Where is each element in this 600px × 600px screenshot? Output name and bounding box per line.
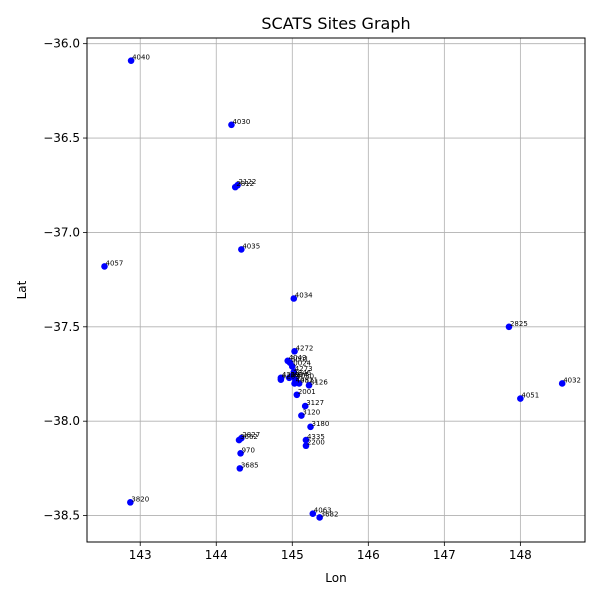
site-label: 4272 (296, 344, 314, 352)
site-label: 4057 (105, 259, 123, 267)
site-point (295, 380, 303, 387)
site-point (316, 514, 323, 521)
site-label: 4030 (232, 118, 250, 126)
site-label: 4051 (521, 392, 539, 400)
site-label: 4043 (289, 354, 307, 362)
site-label: 4051 (296, 376, 314, 384)
site-point (302, 436, 310, 444)
site-point (301, 402, 309, 410)
y-axis-label: Lat (15, 280, 29, 299)
site-label: 4035 (242, 242, 260, 250)
y-tick-label: −36.5 (43, 131, 80, 145)
site-label: 970 (242, 446, 255, 454)
site-label: 2122 (239, 178, 257, 186)
site-point (238, 246, 245, 253)
site-point (285, 374, 293, 382)
x-tick-label: 145 (281, 548, 304, 562)
x-tick-label: 143 (129, 548, 152, 562)
site-label: 0024 (293, 359, 311, 367)
site-label: 4335 (307, 433, 325, 441)
site-point (236, 465, 244, 472)
y-tick-label: −37.0 (43, 225, 80, 239)
site-label: 3682 (321, 510, 339, 518)
x-axis-label: Lon (325, 571, 346, 585)
x-tick-label: 147 (433, 548, 456, 562)
site-label: 4821 (300, 376, 318, 384)
site-point (101, 263, 108, 270)
site-label: 3662 (240, 433, 258, 441)
site-label: 4063 (314, 507, 332, 515)
site-label: 2001 (298, 388, 316, 396)
site-label: 4273 (295, 365, 313, 373)
site-point (305, 382, 313, 389)
y-tick-label: −38.5 (43, 509, 80, 523)
site-point (127, 499, 134, 506)
site-point (558, 380, 566, 387)
site-label: 3126 (310, 378, 328, 386)
site-label: 4040 (132, 54, 150, 62)
chart-title: SCATS Sites Graph (261, 14, 410, 33)
site-point (505, 323, 513, 331)
site-point (291, 348, 298, 355)
y-tick-label: −36.0 (43, 37, 80, 51)
site-point (237, 449, 244, 457)
x-axis-ticks: 143 144 145 146 147 148 (129, 542, 532, 562)
site-point (277, 376, 285, 383)
site-label: 3804 (290, 371, 308, 379)
site-label: 4032 (563, 376, 581, 384)
site-point (307, 423, 314, 431)
y-axis-ticks: −36.0 −36.5 −37.0 −37.5 −38.0 −38.5 (43, 37, 87, 523)
site-label: 3001 (291, 356, 309, 364)
y-tick-label: −38.0 (43, 414, 80, 428)
site-label: 2812 (236, 180, 254, 188)
site-point (302, 442, 310, 450)
site-point (517, 395, 524, 402)
plot-frame (86, 37, 586, 543)
site-label: 4030 (296, 373, 314, 381)
site-point (293, 391, 301, 399)
site-point (228, 121, 235, 129)
site-point (288, 363, 296, 370)
site-label: 3180 (312, 420, 330, 428)
grid (87, 38, 585, 542)
site-label: 4263 (282, 373, 300, 381)
site-label: 4034 (295, 291, 313, 299)
site-label: 3120 (302, 409, 320, 417)
site-label: 3820 (131, 495, 149, 503)
site-label: 2846 (293, 369, 311, 377)
site-label: 2200 (307, 439, 325, 447)
site-point (291, 380, 298, 387)
y-tick-label: −37.5 (43, 320, 80, 334)
site-label: 4262 (282, 371, 300, 379)
x-tick-label: 148 (509, 548, 532, 562)
site-label: 2827 (242, 431, 260, 439)
x-tick-label: 146 (357, 548, 380, 562)
site-point (298, 412, 305, 419)
site-point (309, 510, 317, 517)
site-point (231, 183, 239, 191)
x-tick-label: 144 (205, 548, 228, 562)
site-point (238, 434, 245, 442)
data-points (101, 57, 566, 521)
site-label: 3685 (241, 461, 259, 469)
site-label: 2825 (510, 320, 528, 328)
site-point (290, 295, 298, 302)
site-label: 3127 (306, 399, 324, 407)
site-point (127, 57, 135, 64)
